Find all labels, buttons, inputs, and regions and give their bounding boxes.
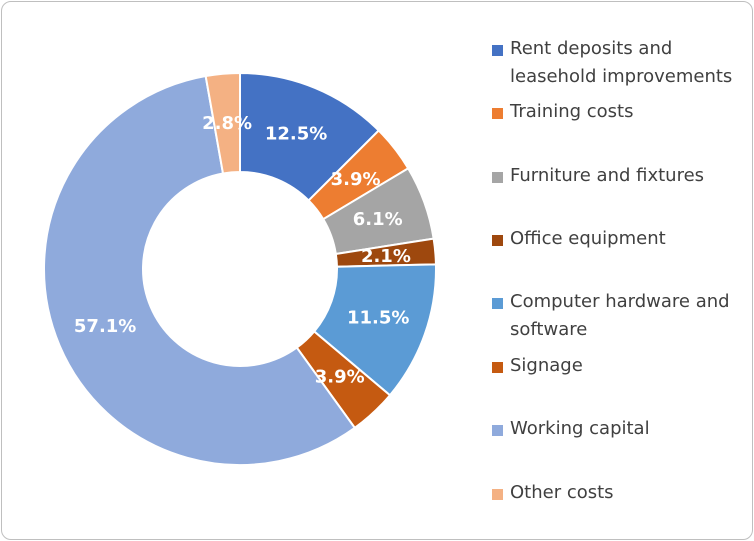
legend-swatch-rent-deposits: [492, 45, 503, 56]
legend-label-office-equipment: Office equipment: [510, 228, 666, 249]
legend-swatch-furniture: [492, 172, 503, 183]
legend-label-signage: Signage: [510, 355, 583, 376]
donut-slice-other-costs: [204, 71, 241, 175]
data-label-training-costs: 3.9%: [331, 169, 381, 190]
legend-item-computer: Computer hardware and software: [492, 291, 752, 344]
legend-label-rent-deposits: Rent deposits and leasehold improvements: [510, 38, 733, 87]
legend-item-rent-deposits: Rent deposits and leasehold improvements: [492, 38, 752, 91]
data-label-working-capital: 57.1%: [74, 316, 136, 337]
data-label-computer: 11.5%: [347, 308, 409, 329]
legend-label-computer: Computer hardware and software: [510, 291, 730, 340]
data-label-furniture: 6.1%: [353, 209, 403, 230]
legend-item-furniture: Furniture and fixtures: [492, 165, 752, 190]
data-label-signage: 3.9%: [315, 366, 365, 387]
data-label-rent-deposits: 12.5%: [265, 124, 327, 145]
legend-swatch-office-equipment: [492, 235, 503, 246]
legend-swatch-training-costs: [492, 108, 503, 119]
legend-label-other-costs: Other costs: [510, 482, 614, 503]
legend-swatch-signage: [492, 362, 503, 373]
legend-item-training-costs: Training costs: [492, 101, 752, 126]
legend-item-signage: Signage: [492, 355, 752, 380]
data-label-other-costs: 2.8%: [202, 113, 252, 134]
legend-label-furniture: Furniture and fixtures: [510, 165, 705, 186]
legend-swatch-other-costs: [492, 489, 503, 500]
legend-item-office-equipment: Office equipment: [492, 228, 752, 253]
legend-swatch-working-capital: [492, 425, 503, 436]
legend-swatch-computer: [492, 298, 503, 309]
legend-item-working-capital: Working capital: [492, 418, 752, 443]
legend-item-other-costs: Other costs: [492, 482, 752, 507]
donut-slice-working-capital: [43, 74, 357, 466]
data-label-office-equipment: 2.1%: [361, 246, 411, 267]
legend-label-training-costs: Training costs: [510, 101, 634, 122]
legend-label-working-capital: Working capital: [510, 418, 650, 439]
